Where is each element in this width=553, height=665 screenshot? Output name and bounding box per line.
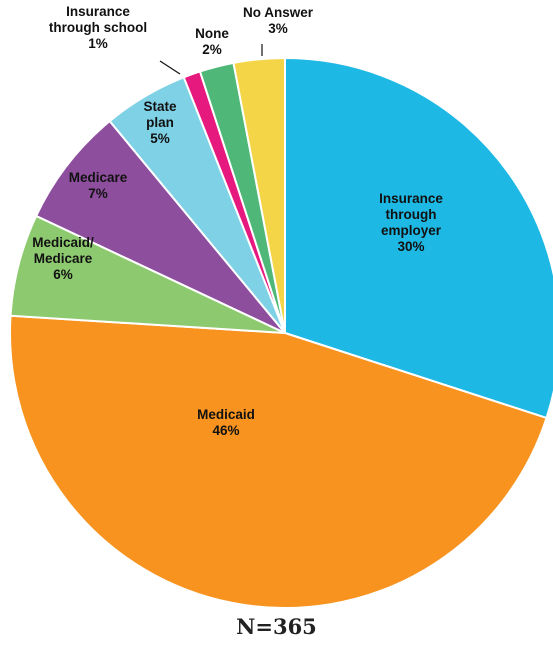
slice-label: State plan 5% (143, 99, 177, 146)
slice-labels: Insurance through employer 30% Medicaid 46% Me… (32, 4, 443, 438)
slice-label: Insurance through employer 30% (379, 191, 443, 254)
pie-chart: Insurance through employer 30% Medicaid 46% Me… (9, 4, 553, 609)
slice-label: Insurance through school 1% (49, 4, 147, 51)
slice-label: Medicare 7% (69, 170, 128, 201)
pie-slice (284, 56, 553, 420)
leader-line (159, 60, 181, 75)
pie-slice (232, 56, 286, 334)
leader-lines (159, 44, 263, 75)
pie-slice (34, 119, 286, 334)
slice-label: Medicaid/Medicare 6% (32, 235, 94, 282)
pie-slice (9, 314, 548, 609)
slice-label: Medicaid 46% (197, 407, 255, 438)
pie-slices (9, 56, 553, 609)
slice-label: None 2% (195, 26, 229, 57)
sample-size-label: N=365 (236, 614, 317, 639)
slice-label: No Answer 3% (243, 5, 314, 36)
